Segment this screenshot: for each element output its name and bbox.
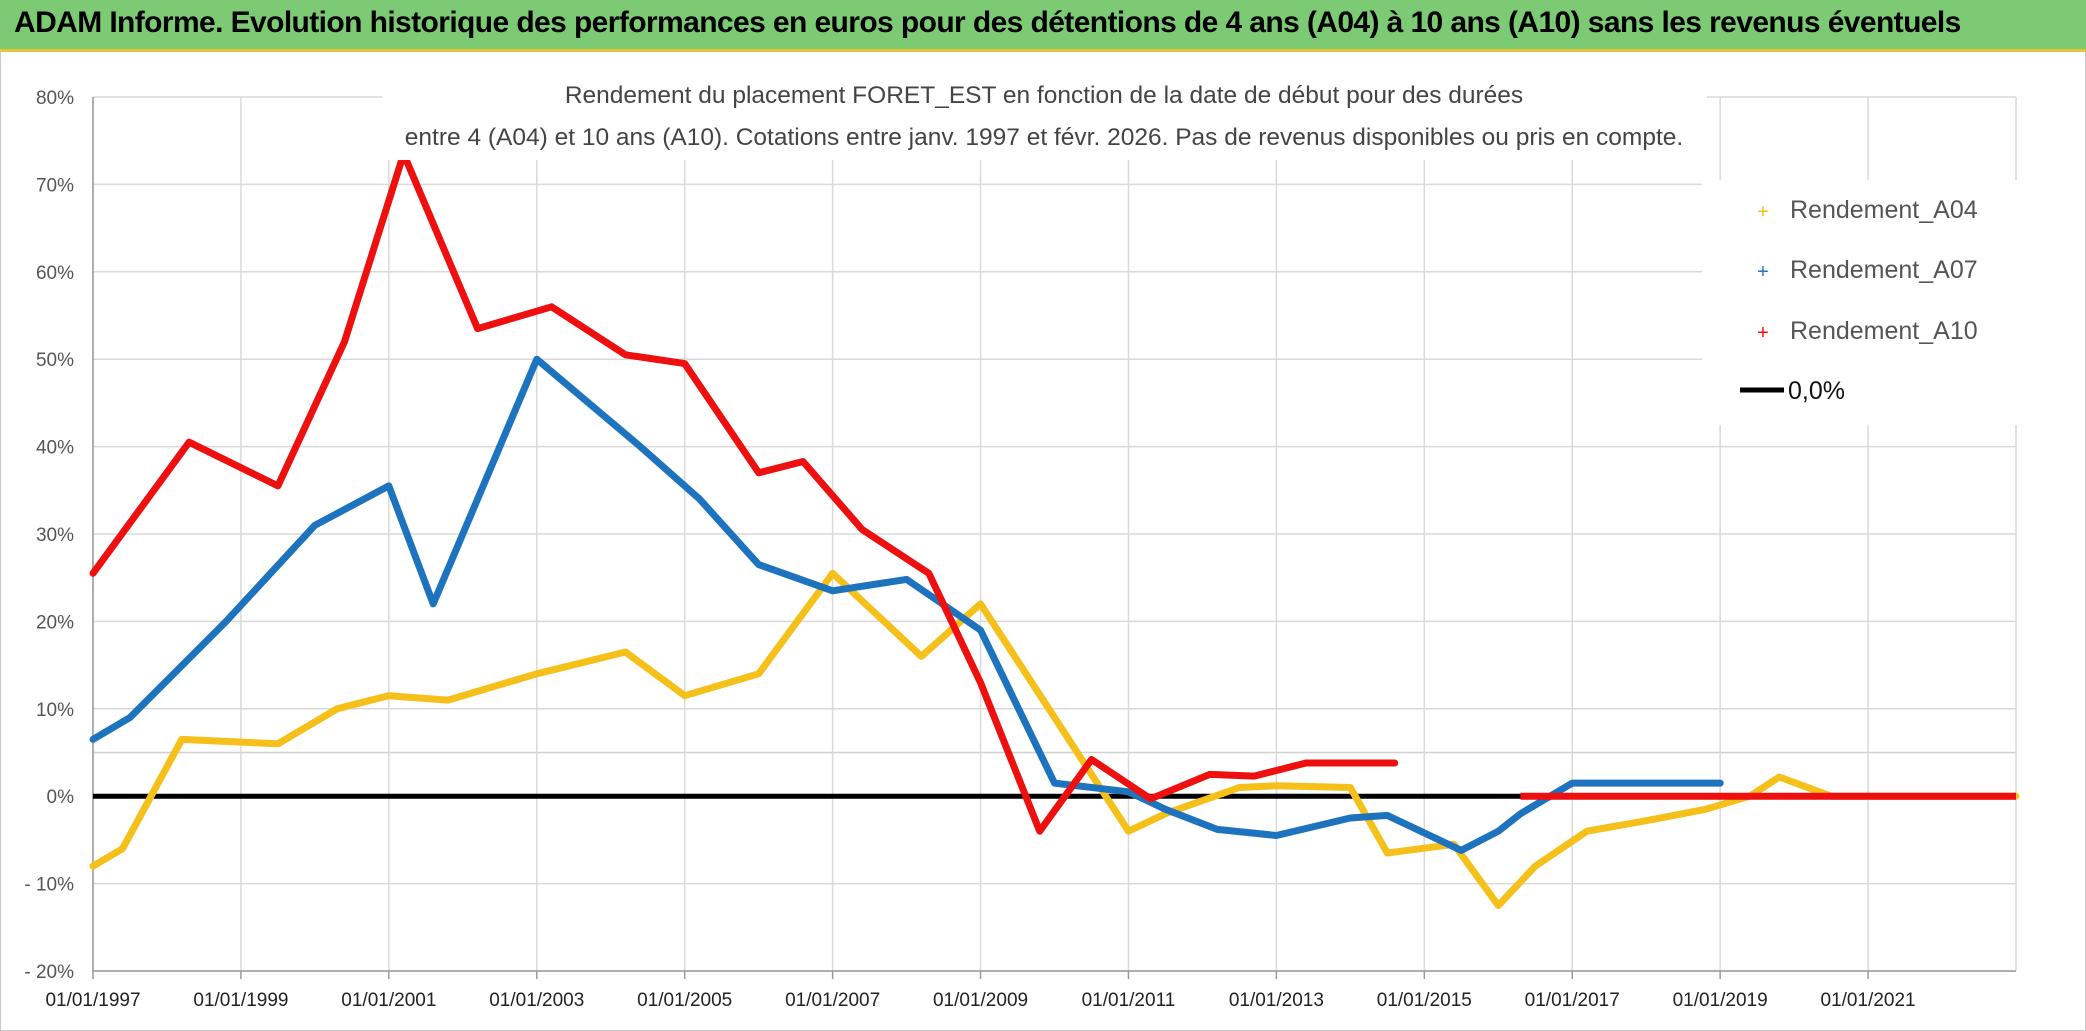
y-tick-label: - 20% — [24, 962, 74, 983]
y-tick-label: 70% — [36, 175, 74, 196]
chart-title-line-1: Rendement du placement FORET_EST en fonc… — [565, 82, 1523, 109]
legend: + Rendement_A04 + Rendement_A07 + Rendem… — [1702, 180, 2018, 425]
y-tick-label: 0% — [47, 787, 75, 808]
chart-title-line-2: entre 4 (A04) et 10 ans (A10). Cotations… — [405, 124, 1683, 151]
legend-item-a10: + Rendement_A10 — [1757, 317, 1977, 345]
report-banner: ADAM Informe. Evolution historique des p… — [0, 0, 2086, 52]
legend-label-a07: Rendement_A07 — [1790, 256, 1978, 284]
axes: - 20% - 10% 0% 10% 20% 30% 40% 50% 60% 70% 80% 01/0… — [24, 88, 2016, 1011]
x-tick-label: 01/01/1999 — [193, 990, 288, 1011]
x-tick-label: 01/01/2013 — [1229, 990, 1324, 1011]
x-tick-label: 01/01/2011 — [1082, 990, 1176, 1011]
y-tick-label: - 10% — [24, 875, 74, 896]
series-line-a07 — [89, 355, 1724, 854]
y-tick-label: 40% — [36, 438, 74, 459]
legend-marker-a04: + — [1757, 201, 1769, 223]
y-tick-label: 60% — [36, 263, 74, 284]
series-line-a10 — [89, 150, 1399, 835]
x-tick-label: 01/01/2017 — [1525, 990, 1620, 1011]
x-tick-label: 01/01/1997 — [45, 990, 140, 1011]
x-tick-label: 01/01/2007 — [785, 990, 880, 1011]
report-title: ADAM Informe. Evolution historique des p… — [14, 6, 1961, 39]
x-tick-label: 01/01/2005 — [637, 990, 732, 1011]
legend-item-a07: + Rendement_A07 — [1757, 256, 1977, 284]
x-tick-label: 01/01/2003 — [489, 990, 584, 1011]
legend-item-a04: + Rendement_A04 — [1757, 196, 1978, 224]
x-tick-label: 01/01/2019 — [1673, 990, 1768, 1011]
series-lines — [89, 150, 2020, 909]
legend-marker-a10: + — [1757, 322, 1769, 344]
chart-title-background — [382, 72, 1707, 160]
legend-box — [1702, 180, 2018, 425]
legend-marker-a07: + — [1757, 261, 1769, 283]
x-tick-label: 01/01/2001 — [341, 990, 436, 1011]
legend-item-zero: 0,0% — [1740, 377, 1845, 405]
legend-label-zero: 0,0% — [1788, 377, 1845, 405]
legend-label-a10: Rendement_A10 — [1790, 317, 1978, 345]
x-tick-label: 01/01/2009 — [933, 990, 1028, 1011]
y-tick-label: 30% — [36, 525, 74, 546]
x-tick-label: 01/01/2015 — [1377, 990, 1472, 1011]
y-tick-label: 10% — [36, 700, 74, 721]
y-tick-label: 50% — [36, 350, 74, 371]
y-tick-label: 20% — [36, 612, 74, 633]
x-tick-label: 01/01/2021 — [1821, 990, 1916, 1011]
legend-label-a04: Rendement_A04 — [1790, 196, 1978, 224]
series-line-a04 — [89, 569, 2020, 909]
y-tick-label: 80% — [36, 88, 74, 109]
